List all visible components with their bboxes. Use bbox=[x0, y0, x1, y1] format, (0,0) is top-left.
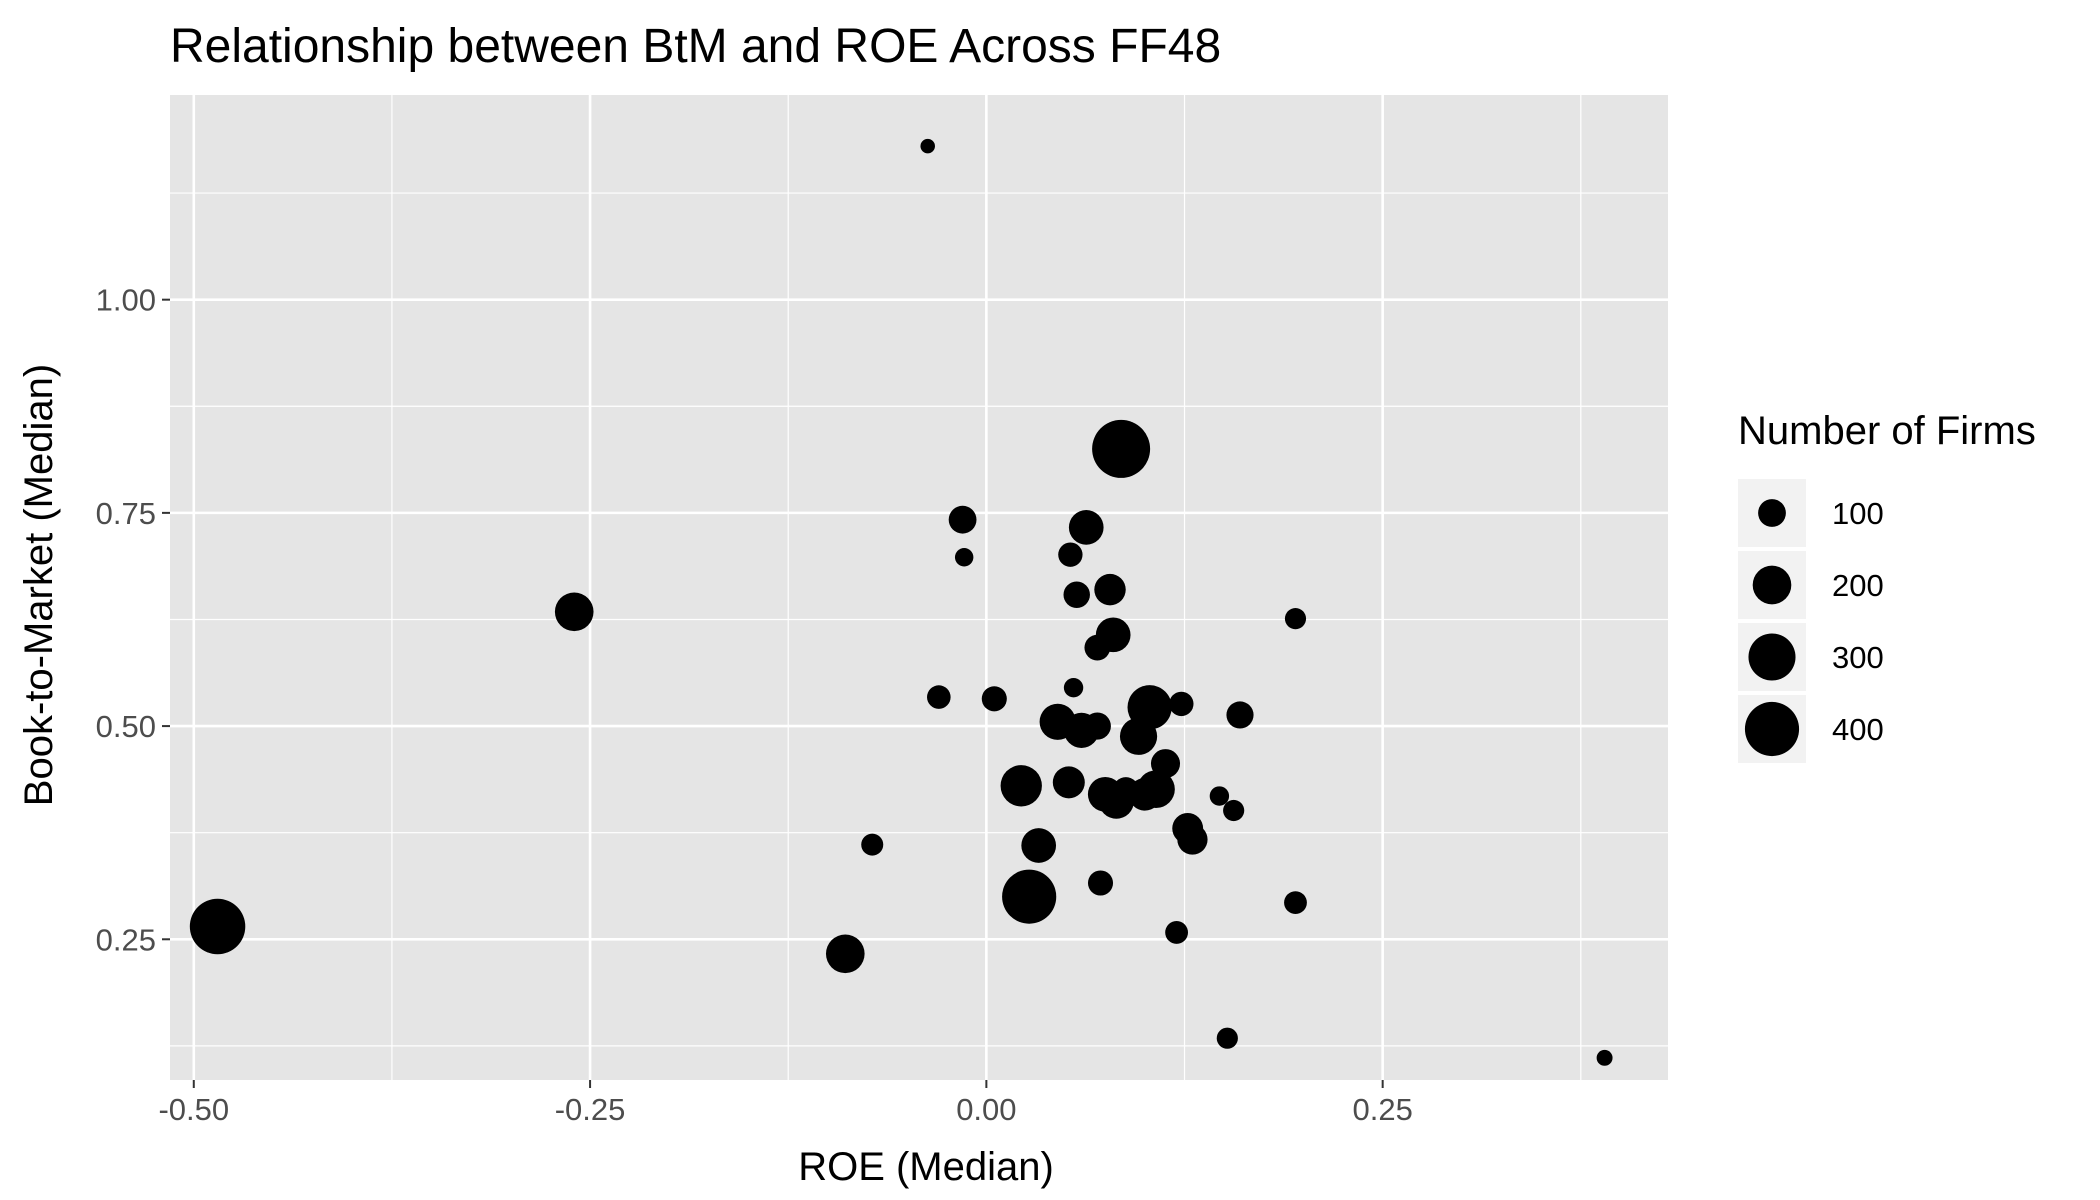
scatter-point bbox=[554, 592, 594, 632]
x-tick-label: -0.50 bbox=[158, 1092, 229, 1127]
scatter-point bbox=[954, 548, 974, 567]
x-axis: -0.50 -0.25 0.00 0.25 bbox=[158, 1080, 1413, 1127]
legend-key-circle bbox=[1758, 499, 1786, 527]
chart-title: Relationship between BtM and ROE Across … bbox=[170, 20, 1221, 73]
scatter-point bbox=[1216, 1027, 1238, 1049]
scatter-point bbox=[1226, 701, 1254, 729]
y-axis-title: Book-to-Market (Median) bbox=[17, 364, 61, 806]
major-gridlines bbox=[170, 95, 1668, 1080]
scatter-point bbox=[927, 685, 951, 709]
scatter-point bbox=[1098, 783, 1134, 819]
scatter-point bbox=[1087, 870, 1114, 896]
scatter-point bbox=[1063, 678, 1084, 698]
scatter-point bbox=[920, 138, 935, 154]
legend-key-circle bbox=[1744, 701, 1800, 757]
x-tick-label: 0.00 bbox=[956, 1092, 1016, 1127]
x-tick-label: 0.25 bbox=[1352, 1092, 1412, 1127]
size-legend: Number of Firms 100 200 300 400 bbox=[1738, 409, 2036, 763]
scatter-point bbox=[1137, 770, 1175, 809]
plot-panel bbox=[170, 95, 1668, 1080]
scatter-point bbox=[1002, 869, 1057, 924]
scatter-point bbox=[1000, 765, 1042, 807]
scatter-point bbox=[1284, 891, 1307, 915]
legend-label: 200 bbox=[1832, 568, 1884, 603]
legend-title: Number of Firms bbox=[1738, 409, 2036, 453]
scatter-point bbox=[825, 934, 865, 974]
scatter-point bbox=[981, 686, 1007, 712]
scatter-point bbox=[1165, 921, 1188, 944]
scatter-point bbox=[1095, 617, 1131, 653]
legend-label: 300 bbox=[1832, 640, 1884, 675]
scatter-point bbox=[1052, 766, 1085, 799]
scatter-point bbox=[1068, 510, 1104, 545]
y-tick-label: 1.00 bbox=[96, 283, 156, 318]
minor-gridlines bbox=[170, 95, 1668, 1080]
scatter-point bbox=[1169, 691, 1194, 717]
scatter-point bbox=[1284, 608, 1307, 630]
scatter-point bbox=[1083, 712, 1111, 740]
scatter-point bbox=[948, 505, 977, 534]
legend-label: 100 bbox=[1832, 496, 1884, 531]
y-tick-label: 0.75 bbox=[96, 496, 156, 531]
y-axis: 0.25 0.50 0.75 1.00 bbox=[96, 283, 170, 957]
legend-label: 400 bbox=[1832, 712, 1884, 747]
scatter-point bbox=[1596, 1049, 1613, 1066]
scatter-point bbox=[861, 833, 884, 856]
y-tick-label: 0.50 bbox=[96, 709, 156, 744]
y-tick-label: 0.25 bbox=[96, 922, 156, 957]
scatter-point bbox=[1021, 828, 1057, 863]
scatter-point bbox=[1177, 824, 1208, 855]
x-tick-label: -0.25 bbox=[555, 1092, 626, 1127]
scatter-point bbox=[1209, 786, 1230, 806]
scatter-point bbox=[1058, 542, 1083, 567]
scatter-point bbox=[189, 898, 246, 955]
scatter-point bbox=[1119, 717, 1158, 755]
legend-key-circle bbox=[1752, 565, 1792, 605]
data-points bbox=[189, 138, 1613, 1066]
scatter-point bbox=[1092, 419, 1151, 478]
x-axis-title: ROE (Median) bbox=[798, 1145, 1054, 1189]
scatter-point bbox=[1094, 573, 1126, 606]
scatter-point bbox=[1223, 799, 1245, 822]
legend-key-circle bbox=[1748, 633, 1796, 681]
scatter-point bbox=[1063, 581, 1090, 608]
